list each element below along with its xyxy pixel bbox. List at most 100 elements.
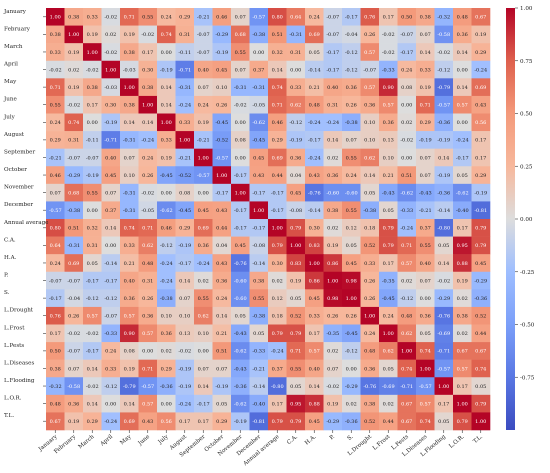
heatmap-cell <box>342 25 361 44</box>
heatmap-cell <box>194 254 213 273</box>
cell-value-label: 0.74 <box>124 226 135 232</box>
cell-value-label: -0.17 <box>234 173 247 179</box>
cell-value-label: 0.19 <box>327 401 338 407</box>
cell-value-label: 0.29 <box>179 226 190 232</box>
cell-value-label: -0.17 <box>456 155 469 161</box>
heatmap-cell <box>46 95 65 114</box>
cell-value-label: 0.38 <box>50 32 61 38</box>
cell-value-label: 0.40 <box>420 261 431 267</box>
heatmap-cell <box>64 377 84 396</box>
cell-value-label: 0.10 <box>383 155 394 161</box>
cell-value-label: 0.12 <box>272 296 283 302</box>
cell-value-label: 0.57 <box>309 349 320 355</box>
cell-value-label: 1.00 <box>438 384 449 390</box>
heatmap-cell <box>175 394 195 413</box>
heatmap-cell <box>453 60 472 79</box>
heatmap-cell <box>46 148 65 167</box>
heatmap-cell <box>342 342 361 360</box>
heatmap-cell <box>120 78 139 97</box>
heatmap-cell <box>305 95 324 114</box>
heatmap-cell <box>268 78 287 97</box>
cell-value-label: 0.71 <box>142 366 153 372</box>
heatmap-cell <box>323 342 343 360</box>
cell-value-label: 0.14 <box>309 384 320 390</box>
heatmap-cell <box>323 324 343 343</box>
cell-value-label: 1.00 <box>401 349 412 355</box>
cell-value-label: 0.02 <box>383 401 394 407</box>
heatmap-cell <box>46 201 65 220</box>
heatmap-cell <box>286 131 306 149</box>
cell-value-label: 0.36 <box>457 32 468 38</box>
cell-value-label: 0.08 <box>179 190 190 196</box>
heatmap-cell <box>212 95 232 114</box>
cell-value-label: -0.14 <box>308 67 321 73</box>
heatmap-cell <box>175 43 195 62</box>
heatmap-cell <box>194 183 213 202</box>
cell-value-label: -0.19 <box>215 50 228 56</box>
heatmap-cell <box>175 377 195 396</box>
row-label: November <box>4 185 34 191</box>
heatmap-cell <box>64 412 84 431</box>
cell-value-label: -0.36 <box>345 419 358 425</box>
heatmap-cell <box>305 306 324 325</box>
cell-value-label: 0.69 <box>124 419 135 425</box>
cell-value-label: -0.19 <box>178 243 191 249</box>
heatmap-cell <box>379 8 398 26</box>
cell-value-label: -0.43 <box>419 190 432 196</box>
cell-value-label: -0.19 <box>160 67 173 73</box>
cell-value-label: 0.48 <box>364 349 375 355</box>
cell-value-label: -0.02 <box>400 138 413 144</box>
heatmap-cell <box>268 359 287 378</box>
heatmap-cell <box>138 131 158 149</box>
heatmap-cell <box>83 113 102 132</box>
heatmap-cell <box>64 78 84 97</box>
colorbar-tick-label: -0.25 <box>520 270 535 276</box>
heatmap-cell <box>434 131 454 149</box>
heatmap-cell <box>212 25 232 44</box>
cell-value-label: -0.24 <box>160 261 173 267</box>
cell-value-label: 0.40 <box>309 366 320 372</box>
heatmap-cell <box>342 8 361 26</box>
heatmap-cell <box>379 78 398 97</box>
heatmap-cell <box>434 78 454 97</box>
heatmap-cell <box>434 254 454 273</box>
heatmap-cell <box>231 95 250 114</box>
column-label: P. <box>329 434 336 442</box>
cell-value-label: -0.02 <box>104 50 117 56</box>
cell-value-label: -0.24 <box>104 419 117 425</box>
cell-value-label: 0.10 <box>179 314 190 320</box>
heatmap-cell <box>434 183 454 202</box>
cell-value-label: -0.17 <box>326 50 339 56</box>
cell-value-label: 0.02 <box>161 349 172 355</box>
cell-value-label: 0.57 <box>383 103 394 109</box>
cell-value-label: 0.00 <box>161 401 172 407</box>
heatmap-cell <box>360 412 380 431</box>
heatmap-cell <box>231 377 250 396</box>
heatmap-cell <box>157 236 176 255</box>
cell-value-label: -0.17 <box>178 261 191 267</box>
heatmap-cell <box>416 394 435 413</box>
heatmap-cell <box>471 324 491 343</box>
heatmap-cell <box>157 394 176 413</box>
heatmap-cell <box>249 377 269 396</box>
cell-value-label: -0.08 <box>289 208 302 214</box>
heatmap-cell <box>453 95 472 114</box>
cell-value-label: -0.02 <box>326 384 339 390</box>
heatmap-cell <box>83 8 102 26</box>
heatmap-cell <box>157 359 176 378</box>
heatmap-cell <box>157 412 176 431</box>
heatmap-cell <box>342 43 361 62</box>
heatmap-cell <box>453 324 472 343</box>
heatmap-cell <box>379 131 398 149</box>
cell-value-label: 0.45 <box>198 208 209 214</box>
cell-value-label: 0.07 <box>68 366 79 372</box>
heatmap-cell <box>397 166 417 185</box>
cell-value-label: 0.57 <box>420 401 431 407</box>
cell-value-label: -0.57 <box>437 366 450 372</box>
heatmap-cell <box>397 306 417 325</box>
heatmap-cell <box>138 342 158 360</box>
heatmap-cell <box>157 201 176 220</box>
cell-value-label: 0.44 <box>216 226 227 232</box>
cell-value-label: 0.62 <box>383 349 394 355</box>
column-label: H.A. <box>304 434 318 447</box>
